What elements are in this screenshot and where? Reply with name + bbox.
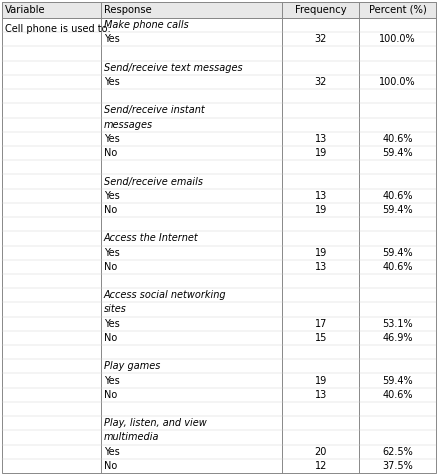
Text: 13: 13 xyxy=(314,262,327,272)
Text: Yes: Yes xyxy=(104,247,120,257)
Text: 59.4%: 59.4% xyxy=(382,205,413,215)
Text: Yes: Yes xyxy=(104,319,120,329)
Text: 46.9%: 46.9% xyxy=(382,333,413,343)
Text: 32: 32 xyxy=(314,34,327,44)
Text: 20: 20 xyxy=(314,446,327,456)
Text: Play games: Play games xyxy=(104,361,160,371)
Text: Percent (%): Percent (%) xyxy=(369,5,427,15)
Text: 19: 19 xyxy=(314,205,327,215)
Text: Yes: Yes xyxy=(104,191,120,201)
Text: 40.6%: 40.6% xyxy=(382,390,413,400)
Text: 15: 15 xyxy=(314,333,327,343)
Text: Variable: Variable xyxy=(5,5,46,15)
Text: 19: 19 xyxy=(314,376,327,386)
Text: Send/receive text messages: Send/receive text messages xyxy=(104,63,243,73)
Text: Yes: Yes xyxy=(104,446,120,456)
Text: 62.5%: 62.5% xyxy=(382,446,413,456)
Text: No: No xyxy=(104,390,117,400)
Text: sites: sites xyxy=(104,304,127,314)
Text: 100.0%: 100.0% xyxy=(379,34,416,44)
Text: Frequency: Frequency xyxy=(295,5,346,15)
Bar xyxy=(2,2,436,18)
Text: No: No xyxy=(104,148,117,158)
Text: 53.1%: 53.1% xyxy=(382,319,413,329)
Text: Play, listen, and view: Play, listen, and view xyxy=(104,418,207,428)
Text: Yes: Yes xyxy=(104,134,120,144)
Text: 40.6%: 40.6% xyxy=(382,191,413,201)
Text: 40.6%: 40.6% xyxy=(382,262,413,272)
Text: No: No xyxy=(104,333,117,343)
Text: multimedia: multimedia xyxy=(104,432,159,442)
Text: Yes: Yes xyxy=(104,77,120,87)
Text: 19: 19 xyxy=(314,247,327,257)
Text: 12: 12 xyxy=(314,461,327,471)
Text: No: No xyxy=(104,461,117,471)
Text: 40.6%: 40.6% xyxy=(382,134,413,144)
Text: No: No xyxy=(104,262,117,272)
Text: messages: messages xyxy=(104,120,153,130)
Text: Response: Response xyxy=(104,5,152,15)
Text: Access social networking: Access social networking xyxy=(104,290,226,300)
Text: 59.4%: 59.4% xyxy=(382,376,413,386)
Text: 37.5%: 37.5% xyxy=(382,461,413,471)
Text: 32: 32 xyxy=(314,77,327,87)
Text: Make phone calls: Make phone calls xyxy=(104,20,189,30)
Text: 59.4%: 59.4% xyxy=(382,247,413,257)
Text: Send/receive emails: Send/receive emails xyxy=(104,177,203,187)
Text: Yes: Yes xyxy=(104,34,120,44)
Text: Yes: Yes xyxy=(104,376,120,386)
Text: 13: 13 xyxy=(314,134,327,144)
Text: 59.4%: 59.4% xyxy=(382,148,413,158)
Text: 19: 19 xyxy=(314,148,327,158)
Text: 17: 17 xyxy=(314,319,327,329)
Text: Access the Internet: Access the Internet xyxy=(104,233,199,243)
Text: 13: 13 xyxy=(314,191,327,201)
Text: Send/receive instant: Send/receive instant xyxy=(104,105,205,115)
Text: 100.0%: 100.0% xyxy=(379,77,416,87)
Text: Cell phone is used to:: Cell phone is used to: xyxy=(5,24,111,34)
Text: 13: 13 xyxy=(314,390,327,400)
Text: No: No xyxy=(104,205,117,215)
